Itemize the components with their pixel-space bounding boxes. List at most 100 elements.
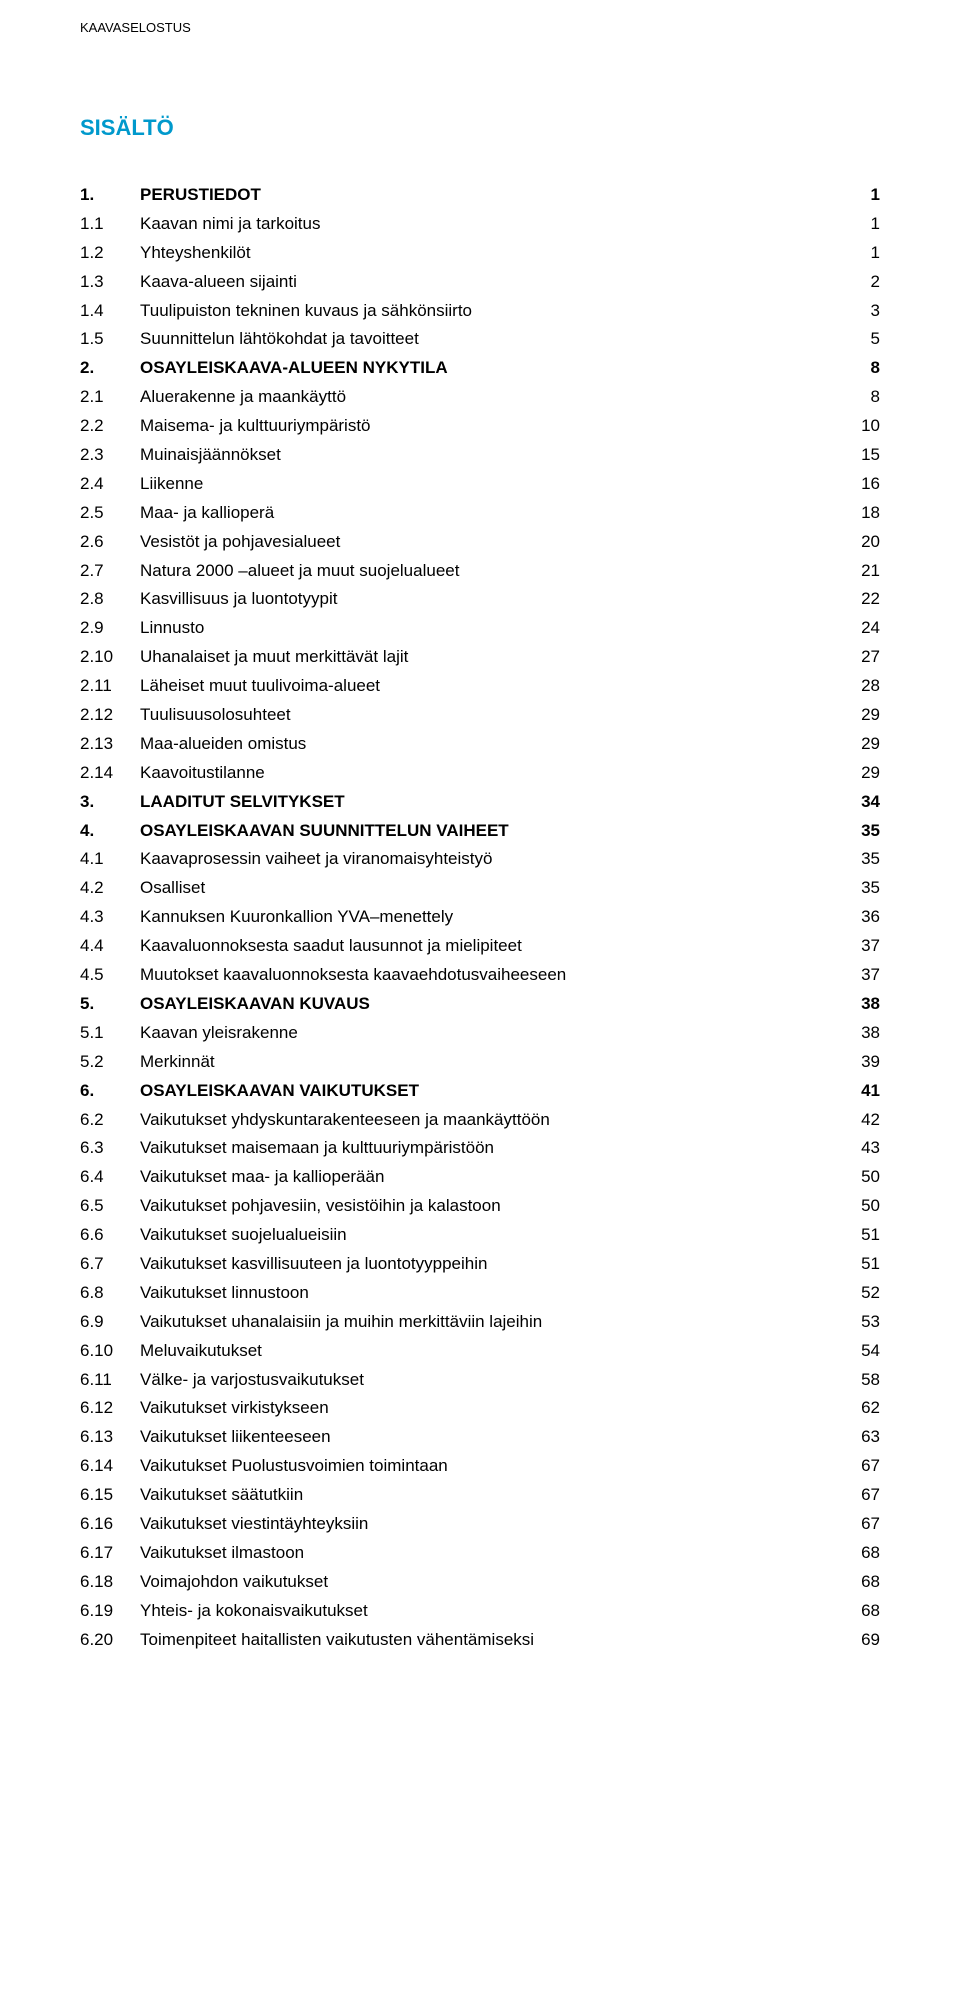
toc-number: 4.1 <box>80 845 140 874</box>
toc-page: 68 <box>830 1568 880 1597</box>
toc-label: OSAYLEISKAAVAN KUVAUS <box>140 990 830 1019</box>
toc-label: Vaikutukset virkistykseen <box>140 1394 830 1423</box>
toc-page: 1 <box>830 181 880 210</box>
toc-label: Vaikutukset Puolustusvoimien toimintaan <box>140 1452 830 1481</box>
toc-number: 2.8 <box>80 585 140 614</box>
toc-row: 6.19Yhteis- ja kokonaisvaikutukset68 <box>80 1597 880 1626</box>
toc-label: Suunnittelun lähtökohdat ja tavoitteet <box>140 325 830 354</box>
toc-row: 2.1Aluerakenne ja maankäyttö8 <box>80 383 880 412</box>
toc-label: Uhanalaiset ja muut merkittävät lajit <box>140 643 830 672</box>
toc-page: 27 <box>830 643 880 672</box>
toc-number: 3. <box>80 788 140 817</box>
toc-page: 50 <box>830 1192 880 1221</box>
toc-row: 5.2Merkinnät39 <box>80 1048 880 1077</box>
toc-label: OSAYLEISKAAVA-ALUEEN NYKYTILA <box>140 354 830 383</box>
toc-label: Läheiset muut tuulivoima-alueet <box>140 672 830 701</box>
toc-label: Linnusto <box>140 614 830 643</box>
toc-number: 6.5 <box>80 1192 140 1221</box>
toc-page: 67 <box>830 1510 880 1539</box>
toc-number: 6. <box>80 1077 140 1106</box>
toc-row: 2.2Maisema- ja kulttuuriympäristö10 <box>80 412 880 441</box>
toc-row: 6.17Vaikutukset ilmastoon68 <box>80 1539 880 1568</box>
toc-row: 2.7Natura 2000 –alueet ja muut suojelual… <box>80 557 880 586</box>
toc-number: 6.11 <box>80 1366 140 1395</box>
toc-row: 4.5Muutokset kaavaluonnoksesta kaavaehdo… <box>80 961 880 990</box>
toc-label: OSAYLEISKAAVAN VAIKUTUKSET <box>140 1077 830 1106</box>
toc-number: 6.16 <box>80 1510 140 1539</box>
toc-number: 2.6 <box>80 528 140 557</box>
toc-label: Vaikutukset liikenteeseen <box>140 1423 830 1452</box>
toc-title: SISÄLTÖ <box>80 115 880 141</box>
toc-page: 51 <box>830 1250 880 1279</box>
toc-label: Maa- ja kallioperä <box>140 499 830 528</box>
toc-row: 6.OSAYLEISKAAVAN VAIKUTUKSET41 <box>80 1077 880 1106</box>
toc-number: 2.14 <box>80 759 140 788</box>
toc-number: 2.4 <box>80 470 140 499</box>
toc-row: 4.4Kaavaluonnoksesta saadut lausunnot ja… <box>80 932 880 961</box>
toc-number: 6.4 <box>80 1163 140 1192</box>
toc-page: 2 <box>830 268 880 297</box>
toc-label: Tuulisuusolosuhteet <box>140 701 830 730</box>
toc-row: 4.1Kaavaprosessin vaiheet ja viranomaisy… <box>80 845 880 874</box>
toc-row: 2.OSAYLEISKAAVA-ALUEEN NYKYTILA8 <box>80 354 880 383</box>
toc-label: Voimajohdon vaikutukset <box>140 1568 830 1597</box>
toc-label: Vaikutukset viestintäyhteyksiin <box>140 1510 830 1539</box>
toc-number: 6.13 <box>80 1423 140 1452</box>
toc-label: Merkinnät <box>140 1048 830 1077</box>
toc-page: 35 <box>830 874 880 903</box>
toc-row: 1.2Yhteyshenkilöt1 <box>80 239 880 268</box>
toc-label: Kaavan nimi ja tarkoitus <box>140 210 830 239</box>
toc-page: 21 <box>830 557 880 586</box>
toc-label: Vaikutukset maa- ja kallioperään <box>140 1163 830 1192</box>
toc-number: 6.10 <box>80 1337 140 1366</box>
toc-row: 6.20Toimenpiteet haitallisten vaikutuste… <box>80 1626 880 1655</box>
toc-page: 16 <box>830 470 880 499</box>
toc-number: 6.14 <box>80 1452 140 1481</box>
toc-number: 6.3 <box>80 1134 140 1163</box>
toc-label: Kasvillisuus ja luontotyypit <box>140 585 830 614</box>
toc-label: Vesistöt ja pohjavesialueet <box>140 528 830 557</box>
toc-page: 54 <box>830 1337 880 1366</box>
toc-page: 34 <box>830 788 880 817</box>
toc-number: 6.7 <box>80 1250 140 1279</box>
toc-page: 68 <box>830 1539 880 1568</box>
toc-label: Natura 2000 –alueet ja muut suojelualuee… <box>140 557 830 586</box>
toc-row: 2.8Kasvillisuus ja luontotyypit22 <box>80 585 880 614</box>
toc-page: 28 <box>830 672 880 701</box>
toc-row: 4.3Kannuksen Kuuronkallion YVA–menettely… <box>80 903 880 932</box>
toc-row: 6.2Vaikutukset yhdyskuntarakenteeseen ja… <box>80 1106 880 1135</box>
toc-row: 2.6Vesistöt ja pohjavesialueet20 <box>80 528 880 557</box>
toc-number: 4.4 <box>80 932 140 961</box>
toc-number: 6.9 <box>80 1308 140 1337</box>
toc-page: 37 <box>830 961 880 990</box>
toc-page: 41 <box>830 1077 880 1106</box>
toc-number: 2.2 <box>80 412 140 441</box>
toc-number: 2.12 <box>80 701 140 730</box>
toc-number: 1.5 <box>80 325 140 354</box>
toc-number: 1.2 <box>80 239 140 268</box>
toc-page: 69 <box>830 1626 880 1655</box>
toc-row: 4.2Osalliset35 <box>80 874 880 903</box>
toc-label: Aluerakenne ja maankäyttö <box>140 383 830 412</box>
toc-label: Vaikutukset maisemaan ja kulttuuriympäri… <box>140 1134 830 1163</box>
toc-label: Kaavoitustilanne <box>140 759 830 788</box>
toc-page: 1 <box>830 210 880 239</box>
toc-number: 6.12 <box>80 1394 140 1423</box>
toc-number: 6.8 <box>80 1279 140 1308</box>
toc-label: Kannuksen Kuuronkallion YVA–menettely <box>140 903 830 932</box>
toc-page: 38 <box>830 990 880 1019</box>
toc-page: 5 <box>830 325 880 354</box>
toc-row: 3.LAADITUT SELVITYKSET34 <box>80 788 880 817</box>
toc-row: 2.4Liikenne16 <box>80 470 880 499</box>
toc-row: 2.10Uhanalaiset ja muut merkittävät laji… <box>80 643 880 672</box>
toc-label: Kaavaluonnoksesta saadut lausunnot ja mi… <box>140 932 830 961</box>
toc-label: Osalliset <box>140 874 830 903</box>
toc-row: 6.12Vaikutukset virkistykseen62 <box>80 1394 880 1423</box>
toc-row: 6.13Vaikutukset liikenteeseen63 <box>80 1423 880 1452</box>
toc-page: 3 <box>830 297 880 326</box>
toc-page: 52 <box>830 1279 880 1308</box>
toc-row: 6.4Vaikutukset maa- ja kallioperään50 <box>80 1163 880 1192</box>
toc-label: Kaava-alueen sijainti <box>140 268 830 297</box>
toc-number: 2.9 <box>80 614 140 643</box>
toc-container: 1.PERUSTIEDOT11.1Kaavan nimi ja tarkoitu… <box>80 181 880 1654</box>
